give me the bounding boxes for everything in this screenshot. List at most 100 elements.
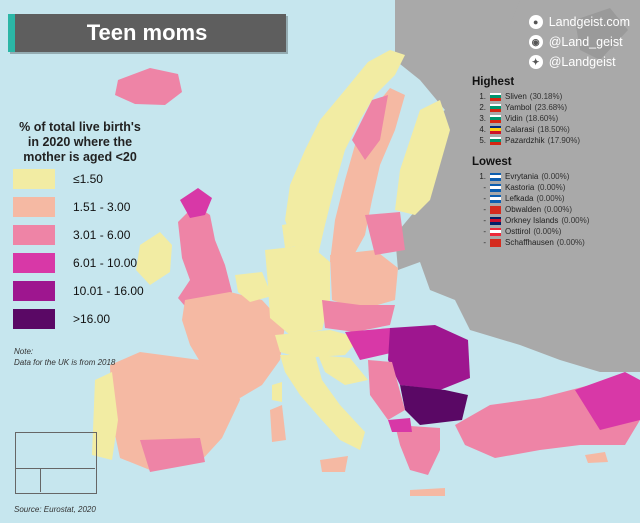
highest-name: Vidin bbox=[505, 114, 523, 123]
lowest-name: Obwalden bbox=[505, 205, 542, 214]
page-title: Teen moms bbox=[86, 20, 208, 45]
note-label: Note: bbox=[14, 347, 34, 356]
region-sicily bbox=[320, 456, 348, 472]
lowest-value: (0.00%) bbox=[561, 216, 590, 225]
region-france bbox=[182, 292, 285, 398]
lowest-name: Evrytania bbox=[505, 172, 539, 181]
legend-bin: 1.51 - 3.00 bbox=[13, 196, 153, 218]
legend-swatch bbox=[13, 281, 55, 301]
highest-name: Sliven bbox=[505, 92, 527, 101]
title-accent-bar bbox=[8, 14, 15, 52]
lowest-row: 1. Evrytania (0.00%) bbox=[472, 171, 589, 182]
flag-icon bbox=[490, 92, 501, 101]
region-scotland bbox=[180, 188, 212, 218]
legend-swatch bbox=[13, 309, 55, 329]
highest-row: 3. Vidin (18.60%) bbox=[472, 113, 580, 124]
lowest-row: - Osttirol (0.00%) bbox=[472, 226, 589, 237]
region-croatia-slovenia bbox=[318, 355, 368, 385]
highest-rank: 2. bbox=[479, 103, 486, 112]
inset-divider-horizontal bbox=[15, 468, 95, 469]
lowest-name: Osttirol bbox=[505, 227, 531, 236]
highest-rank: 4. bbox=[479, 125, 486, 134]
region-north-sweden bbox=[352, 95, 388, 160]
legend-swatch bbox=[13, 197, 55, 217]
highest-name: Calarasi bbox=[505, 125, 535, 134]
flag-icon bbox=[490, 238, 501, 247]
highest-row: 1. Sliven (30.18%) bbox=[472, 91, 580, 102]
legend-bin: 10.01 - 16.00 bbox=[13, 280, 153, 302]
flag-icon bbox=[490, 216, 501, 225]
islands-inset-box bbox=[15, 432, 97, 494]
legend-title-line: mother is aged <20 bbox=[23, 150, 137, 164]
legend-bin: 3.01 - 6.00 bbox=[13, 224, 153, 246]
flag-icon bbox=[490, 194, 501, 203]
region-norway bbox=[285, 50, 405, 260]
flag-icon bbox=[490, 103, 501, 112]
region-cyprus bbox=[585, 452, 608, 463]
lowest-rank: - bbox=[483, 216, 486, 225]
lowest-name: Orkney Islands bbox=[505, 216, 559, 225]
lowest-name: Lefkada bbox=[505, 194, 534, 203]
legend-bin-label: >16.00 bbox=[73, 312, 111, 326]
region-iceland bbox=[115, 68, 182, 105]
lowest-value: (0.00%) bbox=[556, 238, 585, 247]
flag-icon bbox=[490, 114, 501, 123]
legend-bin: ≤1.50 bbox=[13, 168, 153, 190]
instagram-icon: ◉ bbox=[528, 35, 543, 49]
lowest-heading: Lowest bbox=[472, 156, 512, 168]
region-finland bbox=[395, 100, 450, 215]
region-romania bbox=[388, 325, 470, 390]
highest-row: 2. Yambol (23.68%) bbox=[472, 102, 580, 113]
highest-rank: 1. bbox=[479, 92, 486, 101]
brand-twitter-label: @Landgeist bbox=[548, 55, 616, 69]
nodata-svalbard bbox=[470, 0, 520, 30]
landgeist-logo-icon: ● bbox=[528, 15, 543, 29]
region-crete bbox=[410, 488, 445, 496]
region-switzerland-austria bbox=[275, 330, 360, 358]
brand-instagram-label: @Land_geist bbox=[548, 35, 623, 49]
lowest-list: Lowest 1. Evrytania (0.00%) - Kastoria (0.00%… bbox=[472, 156, 589, 248]
lowest-value: (0.00%) bbox=[533, 227, 562, 236]
legend-title-line: % of total live birth's bbox=[19, 120, 141, 134]
flag-icon bbox=[490, 227, 501, 236]
legend-bin-label: 6.01 - 10.00 bbox=[73, 256, 138, 270]
region-serbia bbox=[368, 360, 405, 420]
legend-bin-label: 10.01 - 16.00 bbox=[73, 284, 144, 298]
lowest-rank: - bbox=[483, 227, 486, 236]
brand-twitter[interactable]: ✦ @Landgeist bbox=[528, 52, 630, 72]
highest-value: (30.18%) bbox=[529, 92, 563, 101]
highest-value: (18.60%) bbox=[525, 114, 559, 123]
brand-site[interactable]: ● Landgeist.com bbox=[528, 12, 630, 32]
lowest-row: - Obwalden (0.00%) bbox=[472, 204, 589, 215]
highest-rank: 5. bbox=[479, 136, 486, 145]
lowest-rank: - bbox=[483, 238, 486, 247]
region-baltics bbox=[365, 212, 405, 255]
brand-instagram[interactable]: ◉ @Land_geist bbox=[528, 32, 630, 52]
legend-bin-label: 3.01 - 6.00 bbox=[73, 228, 131, 242]
region-north-macedonia bbox=[388, 418, 412, 432]
highest-name: Pazardzhik bbox=[505, 136, 545, 145]
flag-icon bbox=[490, 125, 501, 134]
legend-bin-label: ≤1.50 bbox=[73, 172, 103, 186]
region-ireland bbox=[136, 232, 172, 285]
nodata-novaya bbox=[575, 8, 628, 60]
region-benelux bbox=[235, 272, 272, 302]
source-credit: Source: Eurostat, 2020 bbox=[14, 505, 96, 514]
lowest-value: (0.00%) bbox=[541, 172, 570, 181]
lowest-row: - Lefkada (0.00%) bbox=[472, 193, 589, 204]
highest-row: 4. Calarasi (18.50%) bbox=[472, 124, 580, 135]
brand-site-label: Landgeist.com bbox=[548, 15, 630, 29]
flag-icon bbox=[490, 172, 501, 181]
brand-block: ● Landgeist.com ◉ @Land_geist ✦ @Landgei… bbox=[528, 12, 630, 72]
legend-swatch bbox=[13, 253, 55, 273]
region-denmark bbox=[282, 222, 305, 248]
region-poland bbox=[330, 250, 398, 310]
twitter-icon: ✦ bbox=[528, 55, 543, 69]
legend-title: % of total live birth's in 2020 where th… bbox=[10, 120, 150, 165]
flag-icon bbox=[490, 183, 501, 192]
region-czech-slovakia bbox=[322, 300, 395, 332]
lowest-row: - Schaffhausen (0.00%) bbox=[472, 237, 589, 248]
inset-divider-vertical bbox=[40, 468, 41, 492]
